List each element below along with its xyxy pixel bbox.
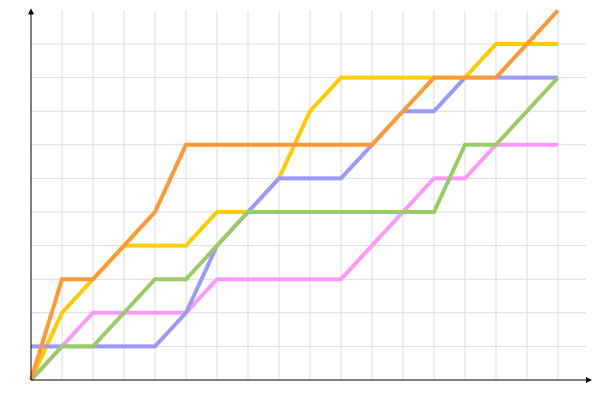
series-line-4 [29, 76, 560, 382]
y-axis-arrow-icon [28, 8, 34, 15]
series-group [29, 9, 560, 382]
series-line-1 [29, 142, 558, 382]
x-axis-arrow-icon [586, 377, 592, 383]
axes [28, 8, 592, 383]
series-line-5 [29, 9, 560, 381]
